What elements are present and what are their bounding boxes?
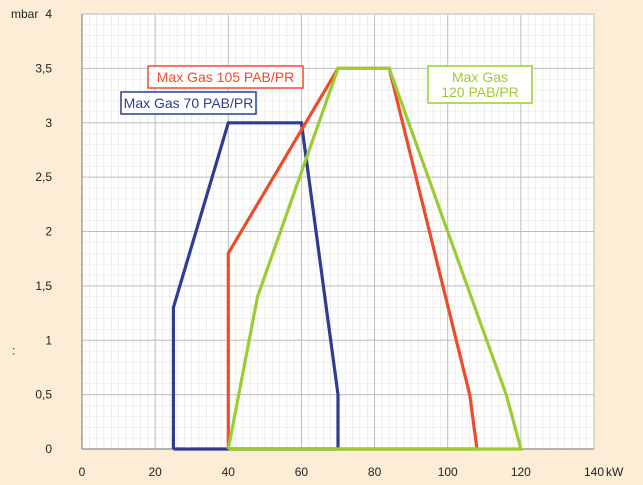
left-mark: :	[12, 343, 15, 357]
series-label-3: Max Gas	[452, 69, 508, 85]
y-tick-label: 3	[45, 116, 52, 130]
y-tick-label: 1	[45, 333, 52, 347]
y-tick-label: 4	[45, 7, 52, 21]
x-unit-label: kW	[606, 465, 624, 479]
x-tick-label: 80	[368, 465, 382, 479]
y-unit-label: mbar	[11, 7, 38, 21]
x-tick-label: 100	[438, 465, 458, 479]
series-label-2: Max Gas 105 PAB/PR	[157, 69, 294, 85]
series-label-1: Max Gas 70 PAB/PR	[124, 95, 254, 111]
x-tick-label: 0	[79, 465, 86, 479]
y-tick-label: 1,5	[35, 279, 52, 293]
y-tick-label: 2,5	[35, 170, 52, 184]
series-label-3: 120 PAB/PR	[441, 84, 519, 100]
y-tick-label: 3,5	[35, 61, 52, 75]
y-tick-label: 0	[45, 442, 52, 456]
x-tick-label: 140	[584, 465, 604, 479]
y-tick-label: 2	[45, 225, 52, 239]
x-tick-label: 40	[222, 465, 236, 479]
x-tick-label: 20	[148, 465, 162, 479]
x-tick-label: 60	[295, 465, 309, 479]
y-tick-label: 0,5	[35, 388, 52, 402]
x-tick-label: 120	[511, 465, 531, 479]
